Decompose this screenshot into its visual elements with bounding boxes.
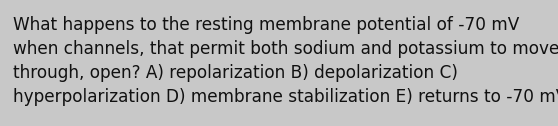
Text: What happens to the resting membrane potential of -70 mV
when channels, that per: What happens to the resting membrane pot… — [13, 16, 558, 106]
